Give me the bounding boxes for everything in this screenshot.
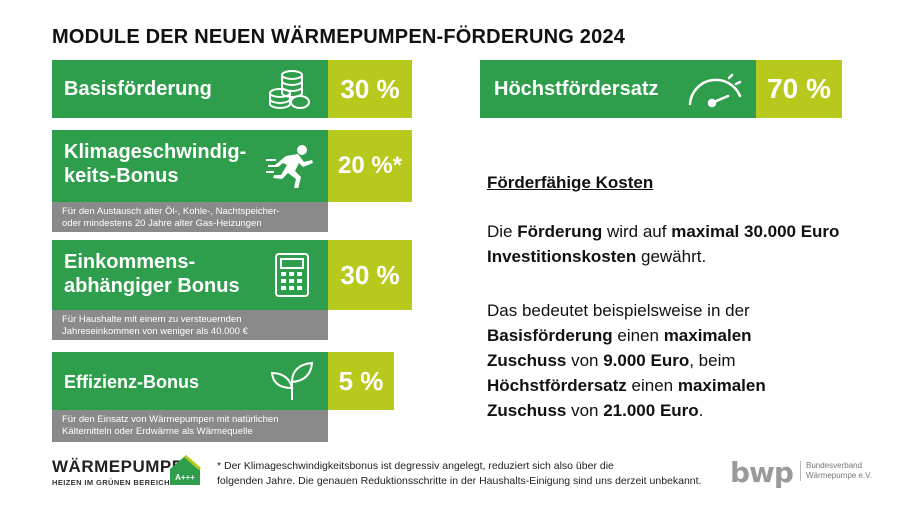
module-label-box: Klimageschwindig- keits-Bonus: [52, 130, 328, 202]
house-badge-icon: A+++: [170, 454, 201, 485]
module-label-box: Basisförderung: [52, 60, 328, 118]
bwp-logo-subtitle: Bundesverband Wärmepumpe e.V.: [800, 461, 872, 481]
max-rate-label-box: Höchstfördersatz: [480, 60, 756, 118]
logo-tagline: HEIZEN IM GRÜNEN BEREICH: [52, 478, 170, 487]
module-value: 30 %: [328, 240, 412, 310]
module-label-box: Einkommens- abhängiger Bonus: [52, 240, 328, 310]
calculator-icon: [275, 253, 309, 297]
house-badge-label: A+++: [175, 473, 195, 482]
max-rate-value: 70 %: [756, 60, 842, 118]
costs-heading: Förderfähige Kosten: [487, 173, 654, 192]
coins-stack-icon: [269, 70, 310, 110]
module-note: Für Haushalte mit einem zu versteuernden…: [52, 310, 328, 340]
module-value: 5 %: [328, 352, 394, 410]
module-note: Für den Austausch alter Öl-, Kohle-, Nac…: [52, 202, 328, 232]
module-note: Für den Einsatz von Wärmepumpen mit natü…: [52, 410, 328, 442]
module-label: Effizienz-Bonus: [64, 372, 199, 392]
costs-paragraph-1: Die Förderung wird auf maximal 30.000 Eu…: [487, 222, 840, 266]
bwp-logo: bwp: [730, 456, 794, 489]
module-label: Klimageschwindig- keits-Bonus: [64, 141, 247, 187]
sprout-icon: [270, 361, 314, 400]
max-rate-label: Höchstfördersatz: [494, 78, 659, 100]
module-value: 20 %*: [328, 130, 412, 202]
logo-name: WÄRMEPUMPE: [52, 457, 184, 476]
module-label: Basisförderung: [64, 78, 212, 100]
page-title: MODULE DER NEUEN WÄRMEPUMPEN-FÖRDERUNG 2…: [52, 26, 626, 48]
gauge-icon: [688, 73, 742, 108]
bwp-logo-name: bwp: [730, 456, 794, 489]
module-label-box: Effizienz-Bonus: [52, 352, 328, 410]
module-label: Einkommens- abhängiger Bonus: [64, 251, 240, 297]
costs-paragraph-2: Das bedeutet beispielsweise in der Basis…: [487, 301, 766, 420]
footnote: * Der Klimageschwindigkeitsbonus ist deg…: [217, 460, 702, 487]
running-person-icon: [266, 145, 313, 188]
waermepumpe-logo: WÄRMEPUMPE HEIZEN IM GRÜNEN BEREICH: [52, 457, 184, 487]
module-value: 30 %: [328, 60, 412, 118]
